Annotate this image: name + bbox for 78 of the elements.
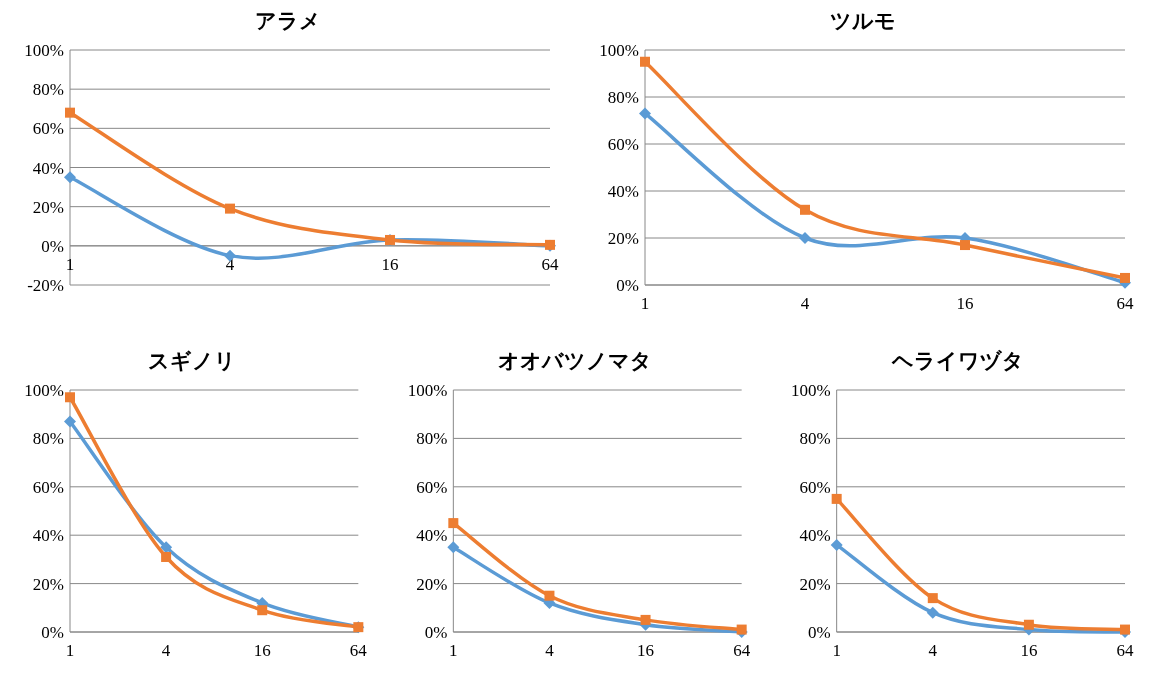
point: [447, 541, 460, 554]
x-tick-label: 4: [928, 641, 938, 660]
x-tick-label: 4: [161, 641, 171, 660]
x-tick-label: 16: [253, 641, 271, 660]
point: [161, 551, 172, 562]
point: [639, 107, 651, 120]
point: [65, 107, 75, 118]
point: [1023, 619, 1034, 630]
point: [800, 204, 810, 215]
x-tick-label: 64: [733, 641, 751, 660]
y-tick-label: 100%: [407, 381, 448, 400]
y-tick-label: 20%: [32, 574, 64, 594]
point: [830, 538, 843, 551]
x-tick-label: 16: [637, 641, 655, 660]
chart-title: ヘライワヅタ: [891, 349, 1025, 373]
x-tick-label: 64: [1116, 641, 1134, 660]
point: [448, 518, 459, 529]
y-tick-label: 40%: [32, 158, 64, 178]
y-tick-label: 40%: [607, 182, 639, 201]
point: [257, 605, 268, 616]
y-tick-label: 20%: [416, 574, 448, 594]
point: [960, 240, 970, 251]
y-tick-label: 60%: [607, 135, 639, 154]
point: [544, 590, 555, 601]
point: [799, 232, 811, 244]
point: [640, 56, 650, 67]
point: [64, 415, 76, 428]
y-tick-label: 60%: [416, 477, 448, 497]
y-tick-label: 100%: [24, 381, 64, 400]
y-tick-label: 100%: [790, 381, 831, 400]
x-tick-label: 4: [225, 254, 235, 274]
chart-title: スギノリ: [147, 349, 236, 373]
x-tick-label: 4: [800, 294, 810, 313]
point: [640, 614, 651, 625]
y-tick-label: 80%: [799, 429, 831, 449]
chart-title: ツルモ: [829, 9, 896, 33]
y-tick-label: 100%: [599, 41, 639, 60]
point: [926, 606, 939, 619]
point: [225, 203, 235, 214]
x-tick-label: 4: [545, 641, 555, 660]
y-tick-label: 0%: [41, 236, 64, 256]
x-tick-label: 64: [1116, 294, 1134, 313]
y-tick-label: -20%: [27, 276, 64, 295]
x-tick-label: 1: [832, 641, 841, 660]
chart-title: アラメ: [254, 9, 321, 33]
y-tick-label: 20%: [32, 197, 64, 217]
y-tick-label: 60%: [799, 477, 831, 497]
y-tick-label: 60%: [32, 477, 64, 497]
y-tick-label: 20%: [607, 229, 639, 248]
y-tick-label: 40%: [32, 526, 64, 546]
y-tick-label: 0%: [807, 623, 831, 642]
point: [831, 493, 842, 504]
y-tick-label: 80%: [416, 429, 448, 449]
y-tick-label: 0%: [424, 623, 448, 642]
x-tick-label: 16: [956, 294, 974, 313]
x-tick-label: 16: [1020, 641, 1038, 660]
point: [927, 593, 938, 604]
point: [65, 392, 75, 403]
y-tick-label: 80%: [32, 429, 64, 449]
x-tick-label: 64: [349, 641, 368, 660]
x-tick-label: 1: [65, 641, 75, 660]
x-tick-label: 1: [640, 294, 650, 313]
x-tick-label: 64: [541, 254, 559, 274]
x-tick-label: 16: [381, 254, 399, 274]
y-tick-label: 80%: [32, 80, 64, 100]
y-tick-label: 40%: [416, 526, 448, 546]
chart-title: オオバツノマタ: [498, 349, 652, 373]
y-tick-label: 0%: [616, 276, 639, 295]
y-tick-label: 100%: [24, 41, 64, 60]
y-tick-label: 80%: [607, 88, 639, 107]
point: [1120, 272, 1130, 283]
y-tick-label: 60%: [32, 119, 64, 139]
y-tick-label: 0%: [41, 623, 64, 642]
point: [64, 171, 76, 184]
x-tick-label: 1: [65, 254, 75, 274]
x-tick-label: 1: [449, 641, 458, 660]
y-tick-label: 20%: [799, 574, 831, 594]
y-tick-label: 40%: [799, 526, 831, 546]
